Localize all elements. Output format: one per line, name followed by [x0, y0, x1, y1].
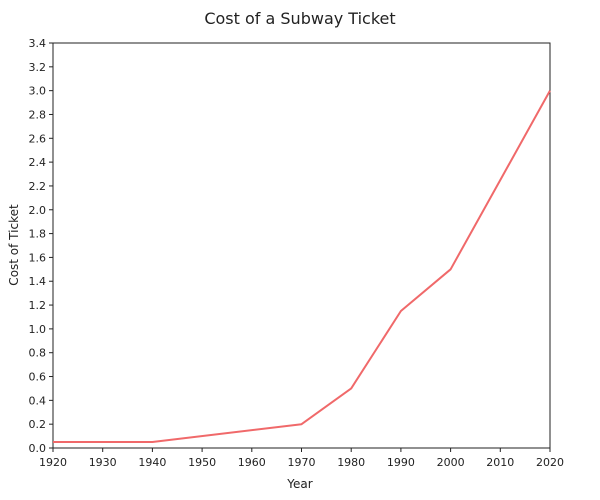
x-tick-label: 1990: [387, 456, 415, 469]
x-tick-label: 1920: [39, 456, 67, 469]
x-tick-label: 1950: [188, 456, 216, 469]
y-tick-label: 1.8: [29, 228, 47, 241]
x-tick-label: 1970: [288, 456, 316, 469]
x-axis-label: Year: [286, 477, 312, 491]
x-tick-label: 1960: [238, 456, 266, 469]
x-tick-label: 2020: [536, 456, 564, 469]
x-tick-label: 2000: [437, 456, 465, 469]
series-layer: [53, 90, 551, 443]
x-tick-label: 2010: [486, 456, 514, 469]
y-tick-label: 0.8: [29, 347, 47, 360]
plot-area: [52, 42, 551, 449]
x-tick-label: 1980: [337, 456, 365, 469]
x-tick-label: 1930: [89, 456, 117, 469]
y-tick-label: 2.2: [29, 180, 47, 193]
series-line: [53, 90, 551, 443]
y-tick-label: 1.2: [29, 299, 47, 312]
y-tick-label: 3.2: [29, 61, 47, 74]
y-tick-label: 1.0: [29, 323, 47, 336]
y-tick-label: 1.6: [29, 251, 47, 264]
y-tick-label: 2.8: [29, 108, 47, 121]
x-axis: 1920 1930 1940 1950 1960 1970 1980 1990 2000 2010…: [39, 448, 564, 469]
y-tick-label: 0.0: [29, 442, 47, 455]
chart-title: Cost of a Subway Ticket: [204, 9, 395, 28]
y-axis: 0.0 0.2 0.4 0.6 0.8 1.0 1.2 1.4 1.6 1.8 2.0 2.2 2.4 2…: [29, 37, 53, 455]
y-tick-label: 3.4: [29, 37, 47, 50]
y-tick-label: 0.4: [29, 394, 47, 407]
y-axis-label: Cost of Ticket: [7, 204, 21, 286]
y-tick-label: 2.4: [29, 156, 47, 169]
y-tick-label: 3.0: [29, 85, 47, 98]
y-tick-label: 2.0: [29, 204, 47, 217]
x-tick-label: 1940: [138, 456, 166, 469]
y-tick-label: 1.4: [29, 275, 47, 288]
y-tick-label: 0.2: [29, 418, 47, 431]
y-tick-label: 2.6: [29, 132, 47, 145]
y-tick-label: 0.6: [29, 371, 47, 384]
